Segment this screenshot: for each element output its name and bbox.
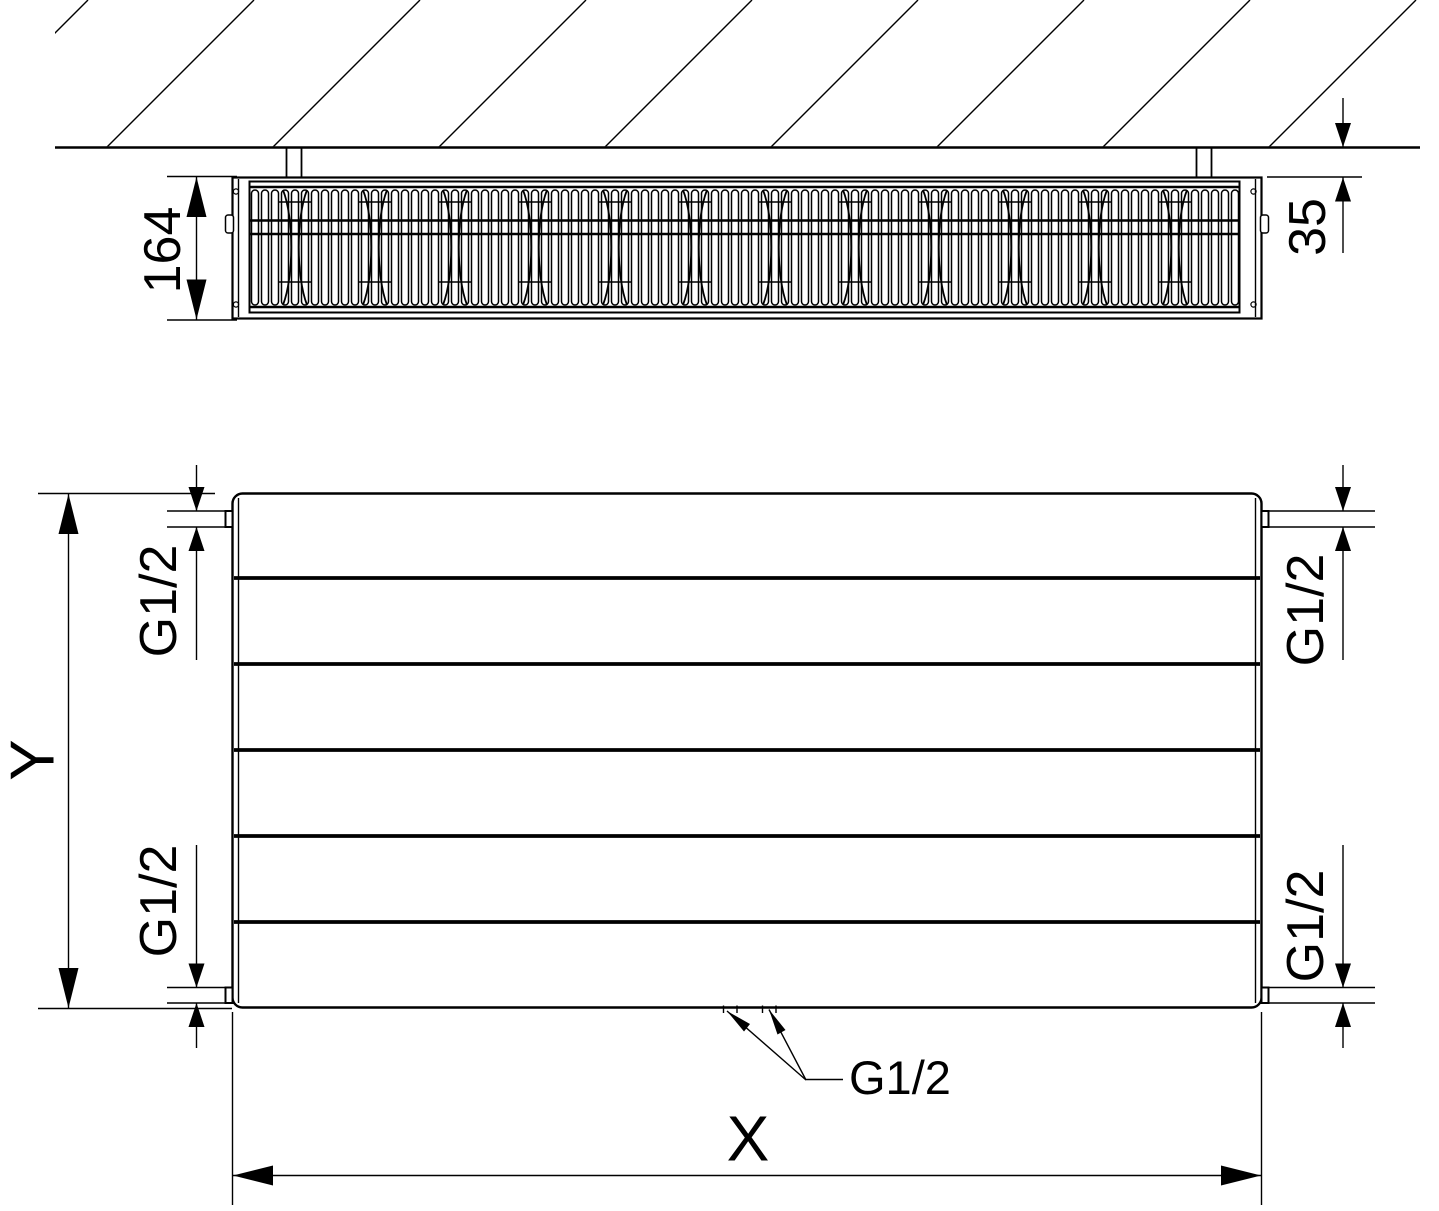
connection-port-bottom-left	[167, 986, 234, 1004]
dimension-wall-clearance-35: 35	[1267, 98, 1362, 256]
convector-grille-frame	[248, 180, 1241, 314]
radiator-top-view-body	[224, 176, 1270, 320]
dimension-width-x: X	[231, 1012, 1263, 1205]
end-cap-screw	[1250, 188, 1257, 195]
dimension-g12-top-left: G1/2	[130, 465, 205, 660]
leader-g12-bottom-center: G1/2	[726, 1009, 951, 1104]
dimension-g12-top-right: G1/2	[1277, 465, 1351, 666]
y-dimension-label: Y	[0, 739, 68, 780]
front-view: G1/2 G1/2 G1/2 G1/2	[0, 465, 1375, 1205]
end-cap-screw	[1250, 301, 1257, 308]
end-cap-screw	[232, 188, 240, 195]
side-tab-left	[224, 214, 235, 234]
g12-top-left-label: G1/2	[130, 545, 188, 658]
dimension-g12-bottom-left: G1/2	[130, 845, 205, 1048]
mounting-bracket-left	[285, 148, 303, 178]
dim-164-label: 164	[134, 207, 192, 294]
g12-bottom-left-label: G1/2	[130, 845, 188, 958]
convector-fins	[250, 188, 1239, 307]
connection-port-top-right	[1260, 510, 1375, 528]
dim-35-label: 35	[1279, 198, 1337, 256]
g12-bottom-center-label: G1/2	[849, 1051, 951, 1104]
x-dimension-label: X	[727, 1102, 770, 1174]
end-cap-screw	[232, 301, 240, 308]
g12-bottom-right-label: G1/2	[1277, 870, 1335, 983]
panel-groove-lines	[234, 576, 1260, 924]
wall-hatching	[55, 0, 1417, 147]
dimension-g12-bottom-right: G1/2	[1277, 845, 1351, 1048]
dimension-height-y: Y	[0, 492, 232, 1010]
dimension-depth-164: 164	[134, 175, 237, 321]
top-view: 164 35	[55, 0, 1420, 321]
mounting-bracket-right	[1195, 148, 1213, 178]
g12-top-right-label: G1/2	[1277, 554, 1335, 667]
side-tab-right	[1259, 214, 1270, 234]
bottom-connection-notches	[722, 1005, 777, 1013]
connection-port-top-left	[167, 510, 234, 528]
connection-port-bottom-right	[1260, 986, 1375, 1004]
